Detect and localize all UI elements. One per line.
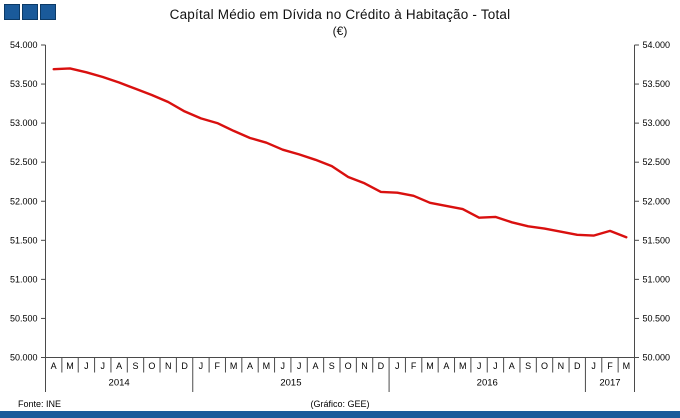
month-label: J [101,361,106,371]
month-label: F [607,361,613,371]
y-axis-label-left: 51.000 [10,274,38,284]
month-label: M [623,361,631,371]
month-label: J [84,361,89,371]
year-label: 2017 [599,378,620,389]
month-label: J [493,361,498,371]
credit-label: (Gráfico: GEE) [310,399,370,409]
month-label: D [574,361,581,371]
chart-title: Capítal Médio em Dívida no Crédito à Hab… [169,7,511,22]
month-label: M [459,361,467,371]
series-line-total [52,67,628,239]
month-label: A [509,361,515,371]
month-label: M [263,361,271,371]
y-axis-label-left: 50.500 [10,313,38,323]
month-label: J [199,361,204,371]
logo-square-icon [4,4,20,20]
month-label: J [395,361,400,371]
source-label: Fonte: INE [18,399,62,409]
y-axis-label-left: 52.000 [10,196,38,206]
month-label: O [541,361,548,371]
y-axis-label-right: 52.500 [643,157,671,167]
month-label: J [297,361,302,371]
month-label: F [411,361,417,371]
y-axis-label-right: 52.000 [643,196,671,206]
y-axis-label-right: 50.500 [643,313,671,323]
title-block: Capítal Médio em Dívida no Crédito à Hab… [0,7,680,38]
year-label: 2014 [109,378,130,389]
month-label: S [132,361,138,371]
month-label: F [215,361,221,371]
month-label: O [345,361,352,371]
logo-square-icon [40,4,56,20]
y-axis-label-right: 51.500 [643,235,671,245]
month-label: N [361,361,368,371]
month-label: M [66,361,74,371]
month-label: J [280,361,285,371]
month-label: N [558,361,565,371]
logo-square-icon [22,4,38,20]
month-label: J [591,361,596,371]
month-label: O [148,361,155,371]
month-label: M [426,361,434,371]
y-axis-label-right: 53.500 [643,79,671,89]
footer-bar [0,411,680,418]
month-label: M [230,361,238,371]
month-label: A [247,361,253,371]
year-label: 2015 [280,378,301,389]
y-axis-label-left: 52.500 [10,157,38,167]
month-label: J [477,361,482,371]
month-label: A [443,361,449,371]
y-axis-label-right: 54.000 [643,40,671,50]
month-label: A [116,361,122,371]
y-axis-label-left: 54.000 [10,40,38,50]
month-label: S [525,361,531,371]
y-axis-label-left: 53.000 [10,118,38,128]
month-label: A [312,361,318,371]
y-axis-label-left: 51.500 [10,235,38,245]
y-axis-label-left: 50.000 [10,353,38,363]
year-label: 2016 [477,378,498,389]
y-axis-label-right: 53.000 [643,118,671,128]
logo [4,4,56,20]
month-label: D [181,361,188,371]
y-axis-label-right: 51.000 [643,274,671,284]
y-axis-label-right: 50.000 [643,353,671,363]
chart-subtitle: (€) [332,24,348,38]
y-axis-label-left: 53.500 [10,79,38,89]
month-label: D [378,361,385,371]
month-label: S [329,361,335,371]
month-label: N [165,361,172,371]
month-label: A [51,361,57,371]
